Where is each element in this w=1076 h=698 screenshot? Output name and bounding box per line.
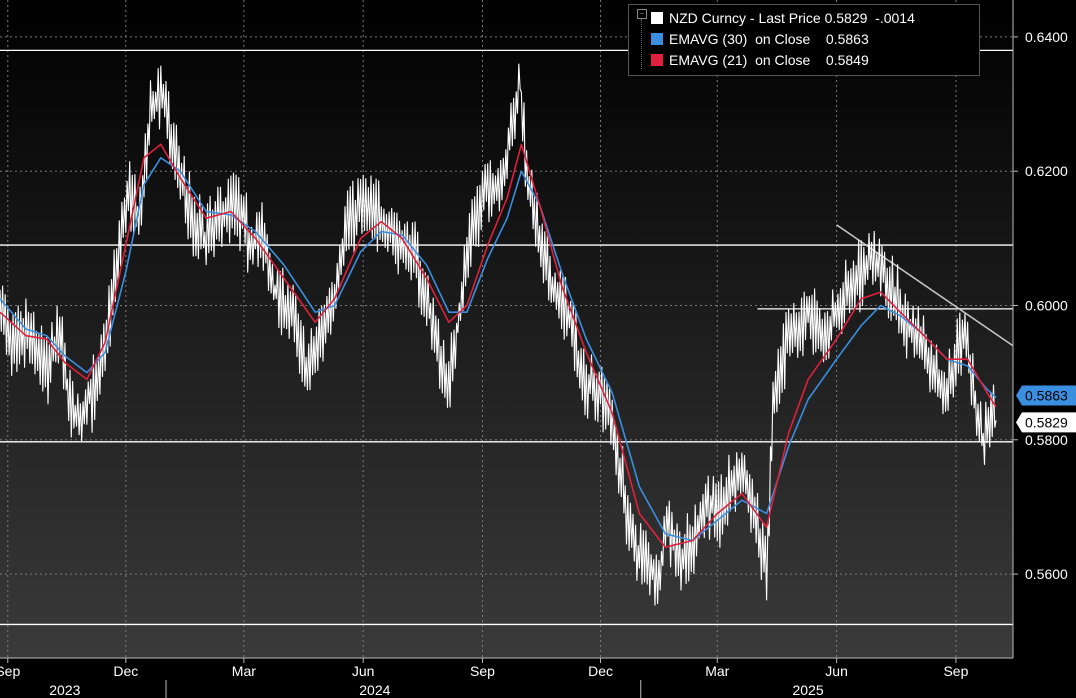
legend-collapse-icon[interactable]: − (637, 9, 647, 19)
x-axis-band (0, 658, 1076, 698)
legend-item-price: NZD Curncy - Last Price 0.5829 -.0014 (629, 8, 915, 28)
x-tick-label: Sep (470, 663, 495, 679)
price-line (0, 63, 997, 606)
x-tick-label: Jun (825, 663, 848, 679)
x-tick-label: Mar (232, 663, 256, 679)
price-tag-1 (1016, 412, 1076, 433)
x-tick-label: Jun (352, 663, 375, 679)
x-tick-label: Mar (705, 663, 729, 679)
year-label: 2023 (49, 682, 80, 698)
x-tick-label: Sep (0, 663, 20, 679)
year-label: 2025 (792, 682, 823, 698)
legend-swatch-price (651, 12, 663, 24)
legend-label-price: NZD Curncy - Last Price 0.5829 -.0014 (669, 10, 915, 26)
legend-tree-line (641, 19, 643, 69)
price-tag-label-1: 0.5829 (1025, 414, 1068, 430)
series-lines (0, 63, 997, 606)
legend-label-ema30: EMAVG (30) on Close 0.5863 (669, 31, 869, 47)
chart-legend: − NZD Curncy - Last Price 0.5829 -.0014 … (628, 4, 980, 76)
trend-line (836, 224, 1014, 347)
x-tick-label: Dec (588, 663, 613, 679)
ema21-line (0, 143, 997, 548)
y-tick-label: 0.6000 (1025, 298, 1068, 314)
y-tick-label: 0.5600 (1025, 566, 1068, 582)
x-tick-label: Sep (943, 663, 968, 679)
price-tag-0 (1016, 385, 1076, 406)
y-tick-label: 0.5800 (1025, 432, 1068, 448)
legend-item-ema30: EMAVG (30) on Close 0.5863 (629, 29, 869, 49)
legend-swatch-ema21 (651, 54, 663, 66)
plot-background (0, 0, 1013, 658)
year-label: 2024 (359, 682, 390, 698)
legend-item-ema21: EMAVG (21) on Close 0.5849 (629, 50, 869, 70)
price-tag-label-0: 0.5863 (1025, 387, 1068, 403)
y-tick-label: 0.6200 (1025, 163, 1068, 179)
y-tick-label: 0.6400 (1025, 29, 1068, 45)
ema30-line (0, 157, 997, 542)
x-tick-label: Dec (113, 663, 138, 679)
legend-swatch-ema30 (651, 33, 663, 45)
legend-label-ema21: EMAVG (21) on Close 0.5849 (669, 52, 869, 68)
